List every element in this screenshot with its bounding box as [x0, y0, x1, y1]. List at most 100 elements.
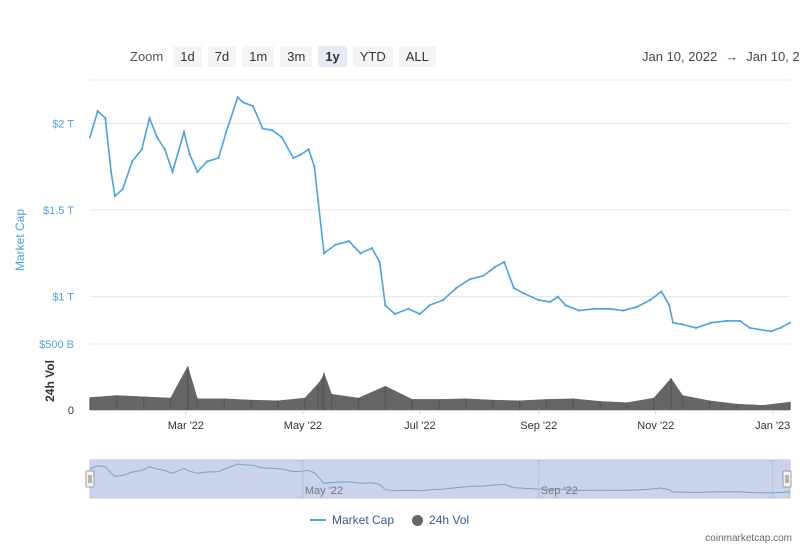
- navigator-tick-label: May '22: [305, 485, 343, 497]
- market-cap-point: [322, 252, 326, 255]
- market-cap-point: [121, 188, 124, 191]
- market-cap-point: [299, 153, 303, 156]
- market-cap-point: [418, 312, 421, 316]
- market-cap-point: [455, 286, 458, 290]
- x-tick-label: Jan '23: [755, 420, 790, 432]
- zoom-1y-button[interactable]: 1y: [318, 45, 347, 67]
- date-range: Jan 10, 2022 → Jan 10, 2023: [642, 49, 800, 64]
- market-cap-point: [671, 321, 675, 324]
- source-credit[interactable]: coinmarketcap.com: [705, 533, 792, 544]
- zoom-1d-button[interactable]: 1d: [173, 45, 202, 67]
- market-cap-point: [788, 321, 792, 324]
- market-cap-point: [769, 330, 772, 333]
- zoom-3m-button[interactable]: 3m: [280, 45, 313, 67]
- volume-tick-label: 0: [68, 405, 74, 417]
- market-cap-point: [261, 127, 264, 130]
- navigator-tick-label: Sep '22: [541, 485, 578, 497]
- market-cap-point: [635, 305, 638, 309]
- market-cap-point: [292, 156, 295, 160]
- market-cap-point: [779, 326, 782, 329]
- market-cap-point: [225, 130, 228, 134]
- x-tick-label: Nov '22: [637, 420, 674, 432]
- market-cap-point: [694, 326, 698, 329]
- zoom-all-button[interactable]: ALL: [398, 45, 436, 67]
- zoom-1m-button[interactable]: 1m: [242, 45, 275, 67]
- market-cap-point: [593, 307, 596, 310]
- market-cap-point: [648, 299, 652, 302]
- dot-swatch-icon: [412, 514, 424, 526]
- y-tick-label: $1.5 T: [43, 205, 74, 217]
- market-cap-point: [441, 299, 444, 302]
- market-cap-point: [347, 240, 351, 243]
- market-cap-point: [370, 247, 374, 250]
- market-cap-point: [307, 148, 310, 151]
- zoom-7d-button[interactable]: 7d: [207, 45, 237, 67]
- market-cap-point: [163, 148, 166, 151]
- zoom-toolbar: Zoom 1d 7d 1m 3m 1y YTD ALL: [130, 45, 436, 67]
- market-cap-point: [660, 290, 663, 293]
- zoom-ytd-button[interactable]: YTD: [352, 45, 393, 67]
- zoom-label: Zoom: [130, 48, 164, 64]
- market-cap-point: [725, 319, 728, 323]
- volume-tick-label: $500 B: [39, 339, 74, 351]
- market-cap-point: [271, 129, 274, 132]
- navigator-handle-icon[interactable]: [85, 470, 95, 488]
- legend-volume-label: 24h Vol: [429, 513, 470, 527]
- market-cap-point: [104, 117, 107, 120]
- market-cap-point: [148, 117, 151, 120]
- market-cap-point: [577, 309, 581, 312]
- market-cap-point: [140, 148, 143, 151]
- market-cap-point: [482, 274, 485, 277]
- market-cap-point: [608, 307, 611, 310]
- legend-volume[interactable]: 24h Vol: [412, 513, 469, 527]
- x-tick-label: Sep '22: [520, 420, 557, 432]
- market-cap-point: [109, 170, 113, 173]
- range-arrow: →: [725, 49, 739, 64]
- market-cap-point: [428, 304, 431, 307]
- navigator-handle-icon[interactable]: [782, 470, 792, 488]
- range-from[interactable]: Jan 10, 2022: [642, 49, 718, 64]
- market-cap-point: [217, 156, 220, 160]
- x-tick-label: May '22: [284, 420, 322, 432]
- market-cap-point: [468, 278, 471, 281]
- market-cap-point: [334, 243, 337, 246]
- legend-market-cap[interactable]: Market Cap: [310, 513, 394, 527]
- x-tick-label: Jul '22: [404, 420, 435, 432]
- market-cap-point: [171, 170, 174, 173]
- market-cap-point: [710, 321, 713, 324]
- market-cap-point: [549, 300, 552, 303]
- market-cap-point: [205, 160, 209, 163]
- market-cap-point: [359, 252, 362, 255]
- market-cap-point: [407, 307, 410, 310]
- market-cap-point: [384, 304, 387, 307]
- market-cap-point: [113, 195, 117, 198]
- market-cap-point: [156, 136, 159, 139]
- navigator-series-line: [89, 463, 791, 494]
- line-swatch-icon: [310, 519, 326, 521]
- market-cap-point: [668, 304, 671, 307]
- range-to[interactable]: Jan 10, 2023: [746, 49, 800, 64]
- market-cap-point: [493, 266, 496, 269]
- legend: Market Cap 24h Vol: [310, 513, 469, 527]
- market-cap-point: [556, 295, 560, 298]
- market-cap-point: [236, 96, 239, 99]
- market-cap-point: [522, 292, 525, 295]
- market-cap-point: [748, 326, 751, 329]
- market-cap-line: [89, 95, 791, 333]
- market-cap-point: [564, 304, 567, 307]
- y-axis-title: Market Cap: [13, 209, 27, 271]
- market-cap-point: [512, 286, 515, 290]
- market-cap-point: [242, 101, 245, 104]
- y-tick-label: $1 T: [52, 292, 74, 304]
- market-cap-point: [88, 136, 92, 139]
- market-cap-point: [96, 110, 99, 113]
- market-cap-point: [317, 200, 320, 203]
- volume-axis-title: 24h Vol: [43, 360, 57, 402]
- market-cap-point: [393, 312, 397, 316]
- market-cap-point: [537, 299, 540, 302]
- market-cap-point: [739, 319, 742, 323]
- market-cap-point: [251, 104, 255, 108]
- market-cap-point: [131, 160, 134, 163]
- legend-market-cap-label: Market Cap: [332, 513, 395, 527]
